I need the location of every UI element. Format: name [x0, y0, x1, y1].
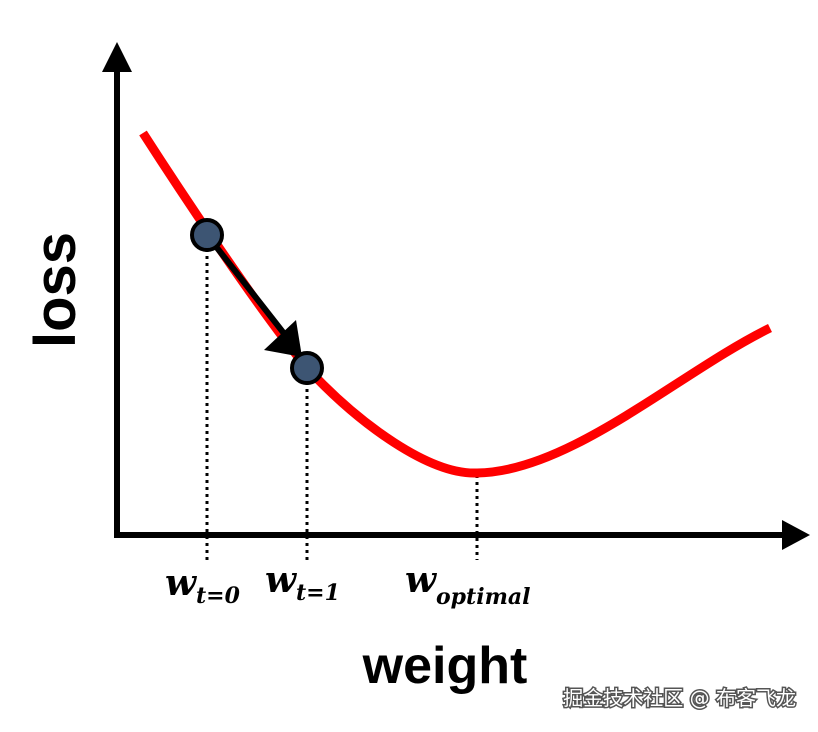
- y-axis-arrow: [102, 42, 132, 72]
- weight-point: [190, 218, 224, 252]
- watermark: 掘金技术社区 @ 布客飞龙: [563, 686, 796, 710]
- weight-label: wt=1: [265, 559, 340, 606]
- weight-label: wt=0: [165, 562, 241, 609]
- step-arrow: [204, 233, 296, 347]
- x-axis-title: weight: [362, 637, 528, 695]
- step-arrowhead: [264, 320, 302, 357]
- label-sub: t=0: [196, 583, 241, 609]
- x-axis-arrow: [782, 520, 810, 550]
- label-main: w: [265, 559, 298, 601]
- loss-curve: [139, 130, 772, 478]
- weight-point: [290, 351, 324, 385]
- label-sub: t=1: [296, 580, 340, 606]
- weight-label: woptimal: [405, 559, 530, 610]
- label-sub: optimal: [436, 584, 530, 610]
- y-axis-title: loss: [23, 232, 88, 348]
- label-main: w: [165, 562, 198, 604]
- label-main: w: [405, 559, 438, 601]
